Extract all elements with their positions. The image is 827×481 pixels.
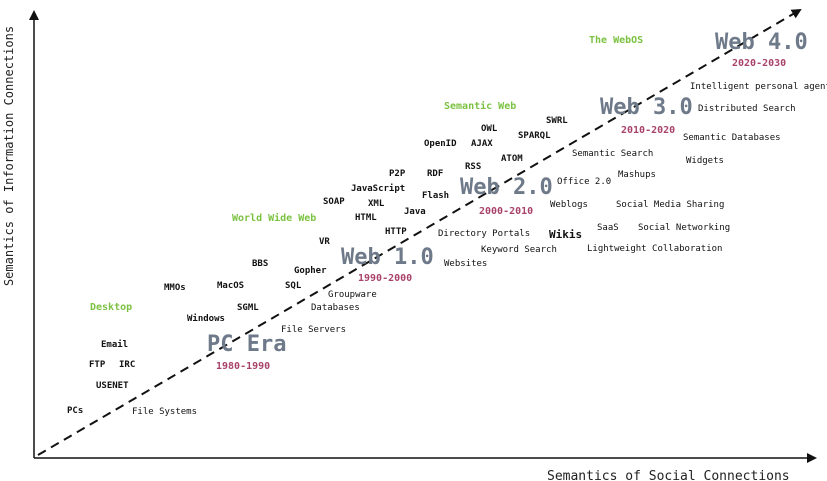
tech-owl: OWL <box>481 124 498 134</box>
tech-windows: Windows <box>187 314 225 324</box>
tech-lightweight-collaboration: Lightweight Collaboration <box>587 244 723 254</box>
tech-directory-portals: Directory Portals <box>438 229 531 239</box>
tech-java: Java <box>404 207 426 217</box>
era-web-3-0-years: 2010-2020 <box>621 125 676 136</box>
era-web-1-0-years: 1990-2000 <box>358 273 413 284</box>
tech-p2p: P2P <box>389 169 406 179</box>
tech-file-servers: File Servers <box>281 325 347 335</box>
era-web-4-0: Web 4.0 <box>715 30 808 55</box>
tech-soap: SOAP <box>323 197 345 207</box>
tech-widgets: Widgets <box>686 156 724 166</box>
x-axis-label: Semantics of Social Connections <box>547 469 790 481</box>
tech-bbs: BBS <box>252 259 269 269</box>
tech-flash: Flash <box>422 191 450 201</box>
tech-keyword-search: Keyword Search <box>481 245 557 255</box>
category-world-wide-web: World Wide Web <box>232 213 317 224</box>
tech-social-networking: Social Networking <box>638 223 731 233</box>
tech-semantic-search: Semantic Search <box>572 149 654 159</box>
tech-social-media-sharing: Social Media Sharing <box>616 200 725 210</box>
tech-macos: MacOS <box>217 281 245 291</box>
tech-xml: XML <box>368 199 385 209</box>
era-pc-era: PC Era <box>207 332 287 357</box>
era-web-3-0: Web 3.0 <box>600 95 693 120</box>
category-the-webos: The WebOS <box>589 35 644 46</box>
era-web-4-0-years: 2020-2030 <box>732 58 787 69</box>
tech-databases: Databases <box>311 303 360 313</box>
tech-sgml: SGML <box>237 303 259 313</box>
category-semantic-web: Semantic Web <box>444 101 517 112</box>
tech-office-2-0: Office 2.0 <box>557 177 612 187</box>
tech-http: HTTP <box>385 227 407 237</box>
era-web-2-0: Web 2.0 <box>460 175 553 200</box>
tech-mashups: Mashups <box>618 170 656 180</box>
tech-swrl: SWRL <box>546 116 568 126</box>
tech-email: Email <box>101 340 129 350</box>
tech-usenet: USENET <box>96 381 129 391</box>
tech-distributed-search: Distributed Search <box>698 104 796 114</box>
tech-pcs: PCs <box>67 406 84 416</box>
tech-atom: ATOM <box>501 154 523 164</box>
tech-saas: SaaS <box>597 223 619 233</box>
trend-arrow <box>37 8 802 456</box>
tech-intelligent-personal-agents: Intelligent personal agents <box>690 82 827 92</box>
era-web-2-0-years: 2000-2010 <box>479 206 534 217</box>
tech-weblogs: Weblogs <box>550 200 588 210</box>
tech-gopher: Gopher <box>294 266 327 276</box>
y-axis-label: Semantics of Information Connections <box>2 25 16 287</box>
tech-wikis: Wikis <box>549 228 583 241</box>
tech-mmos: MMOs <box>164 283 186 293</box>
era-web-1-0: Web 1.0 <box>341 245 434 270</box>
tech-websites: Websites <box>444 259 488 269</box>
tech-ftp: FTP <box>89 360 106 370</box>
tech-sql: SQL <box>285 281 302 291</box>
tech-semantic-databases: Semantic Databases <box>683 133 781 143</box>
tech-vr: VR <box>319 237 330 247</box>
tech-html: HTML <box>355 213 377 223</box>
tech-javascript: JavaScript <box>351 184 406 194</box>
tech-sparql: SPARQL <box>518 131 551 141</box>
tech-irc: IRC <box>119 360 136 370</box>
category-desktop: Desktop <box>90 302 133 313</box>
tech-rss: RSS <box>465 162 482 172</box>
tech-rdf: RDF <box>427 169 444 179</box>
tech-openid: OpenID <box>424 139 457 149</box>
tech-file-systems: File Systems <box>132 407 198 417</box>
era-pc-era-years: 1980-1990 <box>216 361 271 372</box>
tech-ajax: AJAX <box>471 139 493 149</box>
tech-groupware: Groupware <box>328 290 377 300</box>
